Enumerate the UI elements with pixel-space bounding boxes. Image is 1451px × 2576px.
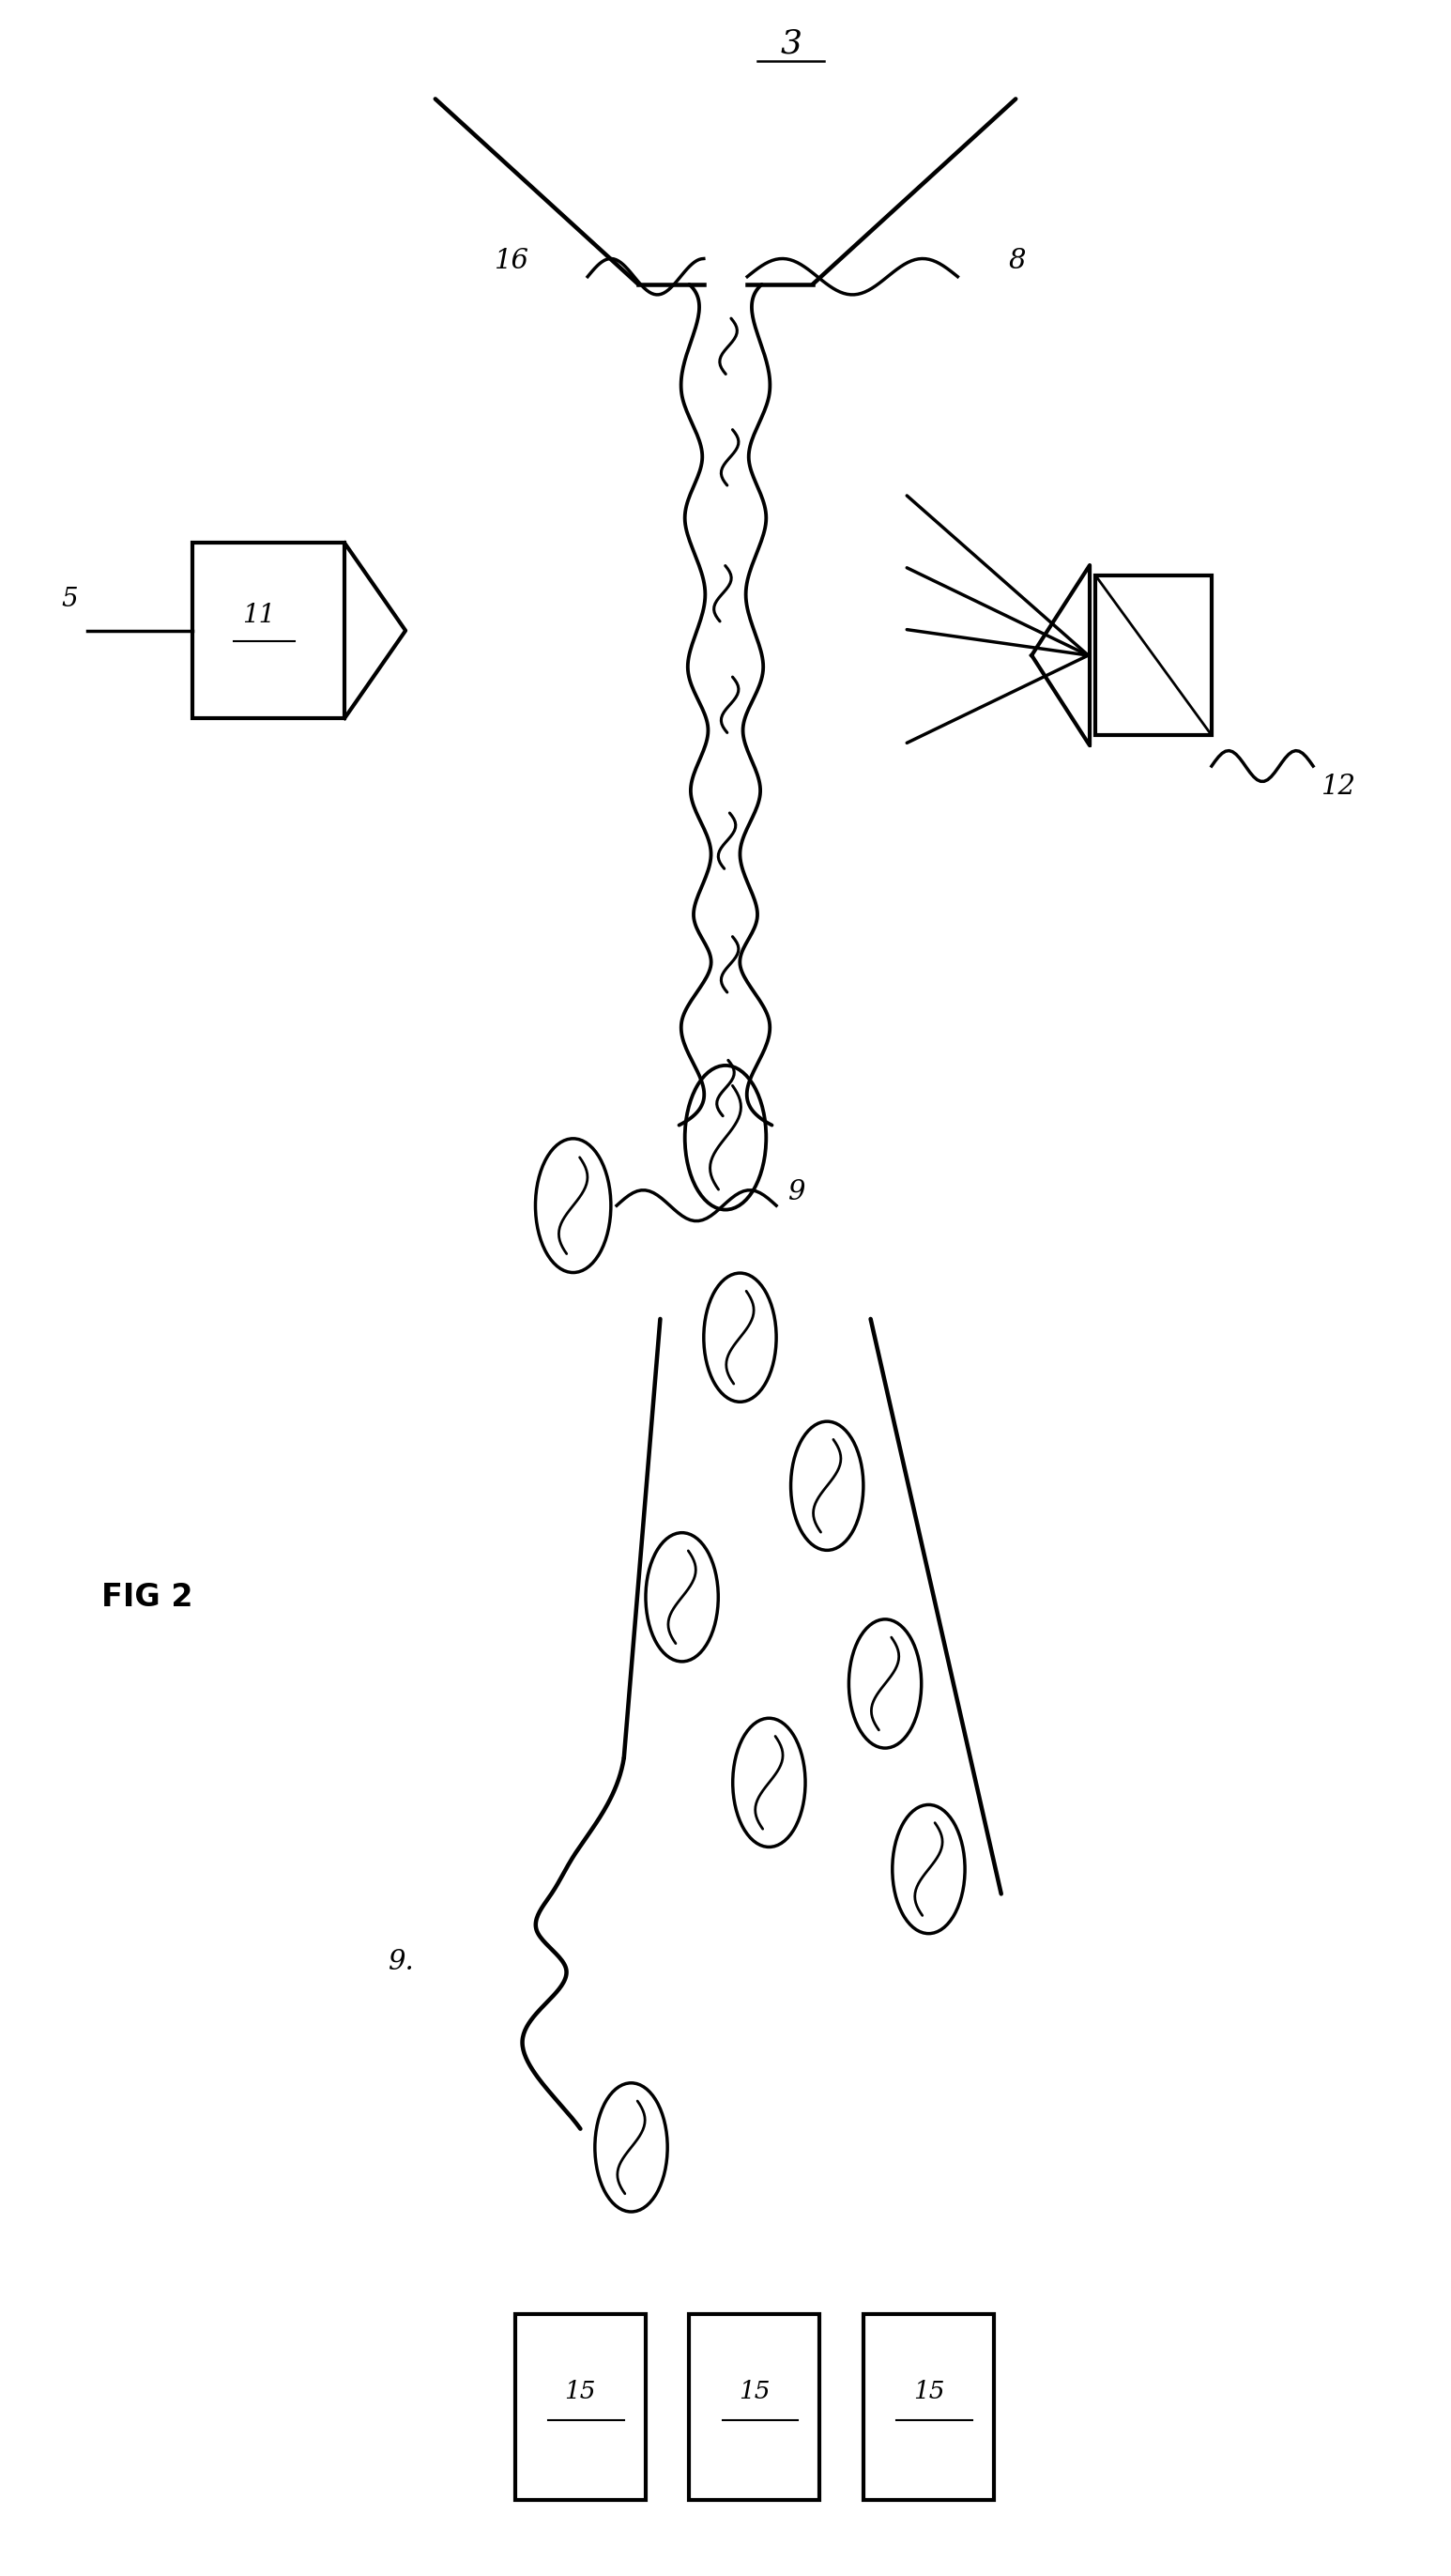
Text: 9: 9 — [788, 1180, 805, 1206]
Bar — [515, 2313, 646, 2499]
Text: 8: 8 — [1008, 247, 1026, 276]
Bar — [1096, 574, 1212, 734]
Text: 9.: 9. — [387, 1947, 414, 1976]
Text: 16: 16 — [495, 247, 530, 276]
Text: 15: 15 — [739, 2380, 770, 2403]
Text: 11: 11 — [242, 603, 274, 629]
Text: FIG 2: FIG 2 — [102, 1582, 193, 1613]
Bar — [689, 2313, 820, 2499]
Bar — [192, 544, 345, 719]
Text: 3: 3 — [781, 28, 801, 59]
Text: 5: 5 — [61, 587, 78, 613]
Text: 15: 15 — [913, 2380, 945, 2403]
Text: 12: 12 — [1322, 773, 1357, 801]
Bar — [863, 2313, 994, 2499]
Text: 15: 15 — [564, 2380, 596, 2403]
